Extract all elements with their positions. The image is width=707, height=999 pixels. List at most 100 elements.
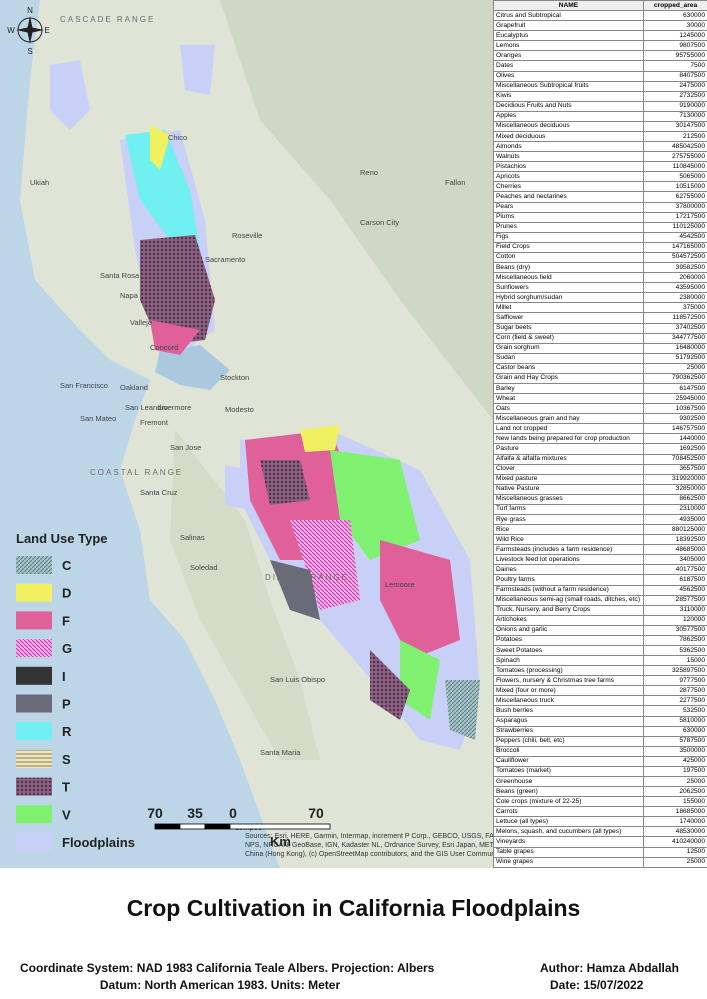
- scale-segment: [229, 823, 331, 830]
- name-cell: Broccoli: [493, 745, 644, 757]
- table-row: Pears 37800000: [493, 201, 707, 213]
- table-row: New lands being prepared for crop produc…: [493, 433, 707, 445]
- name-cell: Onions and garlic: [493, 624, 644, 636]
- area-cell: 155000: [643, 796, 707, 808]
- place-label: Santa Cruz: [140, 488, 178, 497]
- name-cell: Tomatoes (market): [493, 765, 644, 778]
- name-cell: Sudan: [493, 352, 644, 364]
- legend-swatch: [16, 749, 52, 768]
- table-row: Potatoes 7862500: [493, 634, 707, 647]
- table-row: Vineyards 410240000: [493, 836, 707, 848]
- header-cell: NAME: [493, 0, 644, 12]
- table-row: Miscellaneous Subtropical fruits 2475000: [493, 80, 707, 92]
- legend-label: F: [62, 613, 70, 628]
- name-cell: Castor beans: [493, 362, 644, 374]
- table-row: Eucalyptus 1245000: [493, 30, 707, 42]
- place-label: Chico: [168, 133, 187, 142]
- area-cell: 485042500: [643, 141, 707, 153]
- ocean: [0, 200, 280, 868]
- name-cell: Walnuts: [493, 151, 644, 163]
- area-cell: 319920000: [643, 473, 707, 485]
- place-label: Stockton: [220, 373, 249, 382]
- table-row: Miscellaneous truck 2277500: [493, 695, 707, 707]
- table-row: Barley 6147500: [493, 382, 707, 395]
- area-cell: 18392500: [643, 534, 707, 546]
- table-row: Sudan 51792500: [493, 352, 707, 364]
- name-cell: Vineyards: [493, 836, 644, 848]
- name-cell: Miscellaneous deciduous: [493, 120, 644, 133]
- table-row: Grain sorghum 16480000: [493, 342, 707, 354]
- area-cell: 375000: [643, 302, 707, 314]
- table-row: Carrots 18685000: [493, 806, 707, 818]
- name-cell: New lands being prepared for crop produc…: [493, 433, 644, 445]
- table-row: Sweet Potatoes 5362500: [493, 644, 707, 657]
- legend-swatch: [16, 805, 52, 824]
- name-cell: Strawberries: [493, 725, 644, 737]
- name-cell: Land not cropped: [493, 423, 644, 435]
- name-cell: Sunflowers: [493, 282, 644, 294]
- table-row: Pistachios 110845000: [493, 161, 707, 173]
- name-cell: Turf farms: [493, 503, 644, 515]
- table-row: Artichokes 120000: [493, 614, 707, 626]
- name-cell: Beans (green): [493, 786, 644, 798]
- name-cell: Pistachios: [493, 161, 644, 173]
- coordinate-system: Coordinate System: NAD 1983 California T…: [20, 961, 435, 975]
- name-cell: Citrus and Subtropical: [493, 10, 644, 22]
- table-row: Safflower 118572500: [493, 312, 707, 324]
- date: Date: 15/07/2022: [550, 978, 644, 992]
- scale-label: 0: [229, 805, 237, 821]
- place-label: Livermore: [158, 403, 191, 412]
- area-cell: 37402500: [643, 322, 707, 334]
- legend-label: I: [62, 669, 66, 684]
- legend-label: R: [62, 724, 72, 739]
- area-cell: 2380000: [643, 292, 707, 304]
- name-cell: Melons, squash, and cucumbers (all types…: [493, 826, 644, 838]
- table-row: Beans (green) 2062500: [493, 786, 707, 798]
- name-cell: Apples: [493, 110, 644, 122]
- table-row: Prunes 110125000: [493, 221, 707, 233]
- area-cell: 3500000: [643, 745, 707, 757]
- table-row: Miscellaneous grasses 8662500: [493, 493, 707, 505]
- scale-unit: Km: [270, 834, 291, 849]
- place-label: Vallejo: [130, 318, 152, 327]
- name-cell: Lemons: [493, 40, 644, 52]
- table-row: Turf farms 2310000: [493, 503, 707, 515]
- name-cell: Miscellaneous truck: [493, 695, 644, 707]
- area-cell: 410240000: [643, 836, 707, 848]
- area-cell: 18685000: [643, 806, 707, 818]
- scale-label: 70: [308, 805, 324, 821]
- legend-title: Land Use Type: [16, 531, 108, 546]
- name-cell: Peppers (chili, bell, etc): [493, 735, 644, 747]
- place-label: San Jose: [170, 443, 201, 452]
- name-cell: Miscellaneous field: [493, 272, 644, 284]
- place-label: Oakland: [120, 383, 148, 392]
- table-row: Walnuts 275755000: [493, 151, 707, 163]
- table-row: Plums 17217500: [493, 211, 707, 223]
- table-row: Rye grass 4935000: [493, 513, 707, 526]
- name-cell: Prunes: [493, 221, 644, 233]
- name-cell: Artichokes: [493, 614, 644, 626]
- area-cell: 4542500: [643, 231, 707, 243]
- area-cell: 2732500: [643, 90, 707, 102]
- area-cell: 118572500: [643, 312, 707, 324]
- name-cell: Eucalyptus: [493, 30, 644, 42]
- table-row: Peppers (chili, bell, etc) 5787500: [493, 735, 707, 747]
- area-cell: 1440000: [643, 433, 707, 445]
- name-cell: Pasture: [493, 443, 644, 455]
- name-cell: Mixed deciduous: [493, 131, 644, 143]
- area-cell: 32850000: [643, 483, 707, 495]
- area-cell: 2310000: [643, 503, 707, 515]
- area-cell: 212500: [643, 131, 707, 143]
- area-cell: 504572500: [643, 251, 707, 264]
- name-cell: Wine grapes: [493, 856, 644, 868]
- table-row: Grapefruit 30000: [493, 20, 707, 32]
- legend-swatch: [16, 722, 52, 741]
- name-cell: Cotton: [493, 251, 644, 264]
- area-cell: 3657500: [643, 463, 707, 475]
- scale-segment: [154, 823, 181, 830]
- area-cell: 147165000: [643, 241, 707, 253]
- name-cell: Field Crops: [493, 241, 644, 253]
- table-row: Olives 8407500: [493, 70, 707, 82]
- name-cell: Beans (dry): [493, 262, 644, 274]
- place-label: CASCADE RANGE: [60, 15, 155, 24]
